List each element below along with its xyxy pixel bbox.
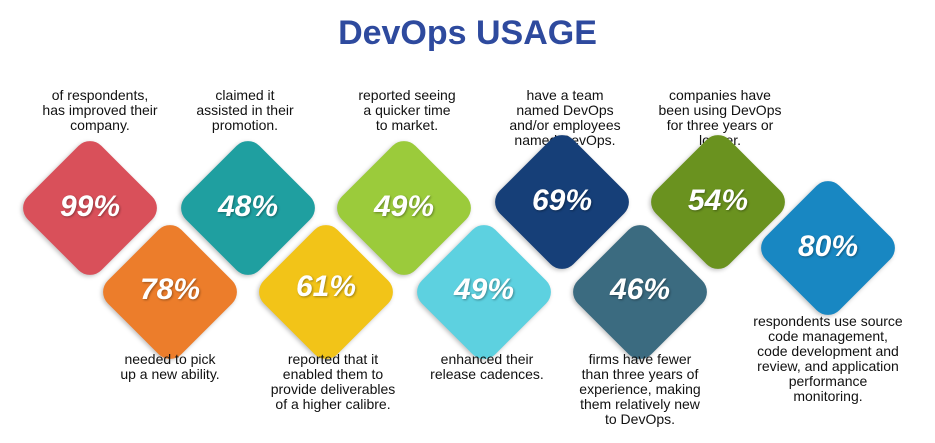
stat-value-99: 99% [59,190,121,223]
stat-value-78: 78% [139,273,201,306]
stat-value-49-release: 49% [453,273,515,306]
stat-value-69: 69% [531,184,593,217]
caption-78: needed to pick up a new ability. [120,351,220,382]
caption-49-market: reported seeing a quicker time to market… [358,87,456,133]
caption-99: of respondents, has improved their compa… [42,87,158,133]
caption-69: have a team named DevOps and/or employee… [509,87,621,148]
caption-48: claimed it assisted in their promotion. [196,87,294,133]
stat-value-48: 48% [217,190,279,223]
stat-value-80: 80% [797,230,859,263]
caption-61: reported that it enabled them to provide… [270,351,396,412]
caption-80: respondents use source code management, … [753,313,903,404]
stat-value-49-market: 49% [373,190,435,223]
page-title: DevOps USAGE [338,14,597,52]
caption-46: firms have fewer than three years of exp… [579,351,701,427]
stat-value-54: 54% [687,184,749,217]
stat-value-46: 46% [609,273,671,306]
caption-49-release: enhanced their release cadences. [430,351,544,382]
stat-value-61: 61% [295,270,357,303]
